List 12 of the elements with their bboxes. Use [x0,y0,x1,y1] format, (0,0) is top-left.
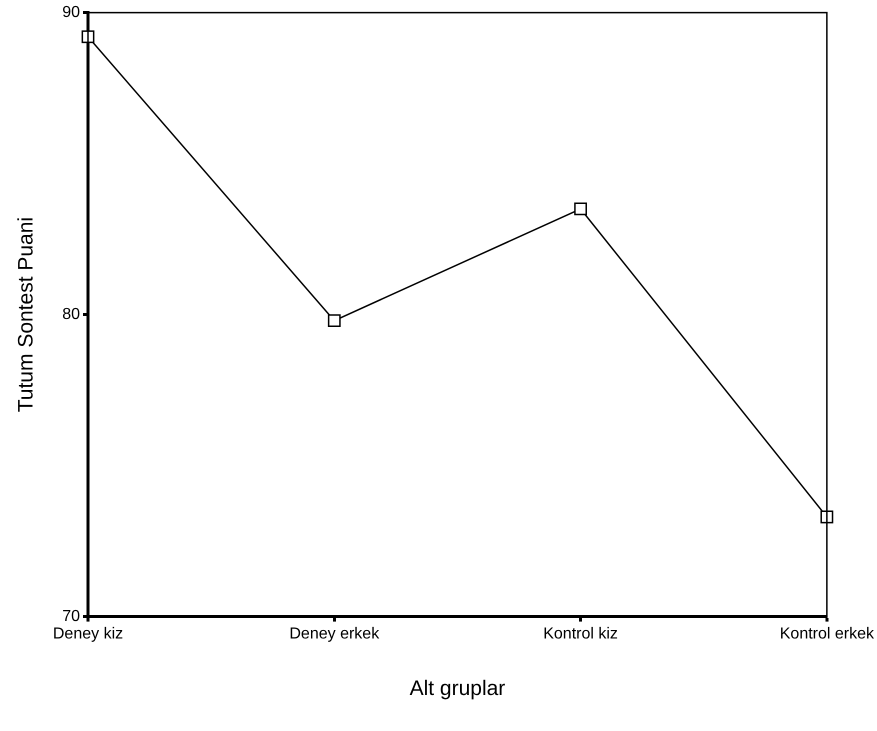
x-axis-title: Alt gruplar [410,677,506,700]
y-tick-label: 70 [62,608,80,626]
y-tick-label: 90 [62,4,80,22]
x-tick-label: Deney erkek [289,626,380,643]
y-axis-title: Tutum Sontest Puani [14,216,38,412]
y-tick-label: 80 [62,306,80,324]
x-tick-label: Kontrol kiz [543,626,618,643]
x-tick-label: Kontrol erkek [780,626,875,643]
point [574,202,587,216]
point [328,314,341,328]
point [820,510,834,524]
x-tick-label: Deney kiz [52,626,124,643]
